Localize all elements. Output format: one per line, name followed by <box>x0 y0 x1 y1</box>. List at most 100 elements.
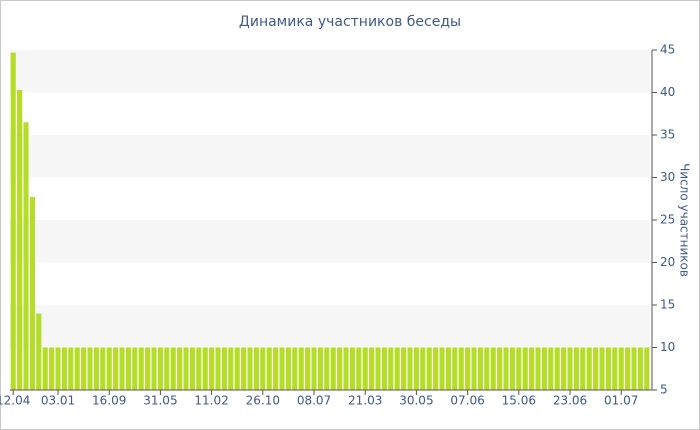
bar <box>561 347 567 390</box>
x-tick-label: 15.06 <box>502 394 536 408</box>
bar <box>298 347 304 390</box>
bar <box>554 347 560 390</box>
grid-band <box>10 50 650 93</box>
bar <box>279 347 285 390</box>
y-tick-label: 5 <box>660 383 668 397</box>
y-axis-label: Число участников <box>678 163 692 277</box>
bar <box>260 347 266 390</box>
bar <box>433 347 439 390</box>
bar <box>266 347 272 390</box>
bar <box>317 347 323 390</box>
bar <box>215 347 221 390</box>
bar <box>87 347 93 390</box>
bar <box>106 347 112 390</box>
y-tick-label: 45 <box>660 43 675 57</box>
bar <box>324 347 330 390</box>
bar <box>74 347 80 390</box>
x-tick-label: 21.03 <box>348 394 382 408</box>
bar <box>42 347 48 390</box>
bar <box>337 347 343 390</box>
bar <box>170 347 176 390</box>
bar <box>61 347 67 390</box>
bar <box>196 347 202 390</box>
bar <box>631 347 637 390</box>
bar <box>522 347 528 390</box>
bar <box>151 347 157 390</box>
bar <box>343 347 349 390</box>
bar <box>356 347 362 390</box>
bar <box>439 347 445 390</box>
bar <box>49 347 55 390</box>
bar <box>349 347 355 390</box>
bar <box>362 347 368 390</box>
bar <box>375 347 381 390</box>
bar <box>593 347 599 390</box>
bar <box>381 347 387 390</box>
y-tick-label: 35 <box>660 128 675 142</box>
bar <box>100 347 106 390</box>
y-tick-label: 10 <box>660 340 675 354</box>
bar <box>55 347 61 390</box>
bar <box>183 347 189 390</box>
x-tick-label: 03.01 <box>41 394 75 408</box>
bar <box>221 347 227 390</box>
bar <box>369 347 375 390</box>
x-tick-label: 16.09 <box>92 394 126 408</box>
y-tick-label: 40 <box>660 85 675 99</box>
bar <box>10 52 16 391</box>
y-tick-label: 15 <box>660 298 675 312</box>
bar <box>138 347 144 390</box>
bar <box>330 347 336 390</box>
bar <box>125 347 131 390</box>
grid-band <box>10 220 650 263</box>
bar <box>145 347 151 390</box>
bar <box>503 347 509 390</box>
bar <box>516 347 522 390</box>
x-tick-label: 26.10 <box>246 394 280 408</box>
bar <box>529 347 535 390</box>
bar <box>420 347 426 390</box>
bar <box>285 347 291 390</box>
bar <box>509 347 515 390</box>
bar <box>157 347 163 390</box>
x-tick-label: 01.07 <box>604 394 638 408</box>
bar <box>452 347 458 390</box>
x-tick-label: 30.05 <box>399 394 433 408</box>
bar <box>637 347 643 390</box>
bar <box>599 347 605 390</box>
bar <box>311 347 317 390</box>
bar <box>241 347 247 390</box>
bar <box>580 347 586 390</box>
bar <box>209 347 215 390</box>
bar <box>618 347 624 390</box>
grid-band <box>10 135 650 178</box>
bar <box>477 347 483 390</box>
bar <box>132 347 138 390</box>
bar <box>68 347 74 390</box>
x-tick-label: 07.06 <box>450 394 484 408</box>
bar <box>625 347 631 390</box>
chart-title: Динамика участников беседы <box>239 14 461 30</box>
bar <box>93 347 99 390</box>
bar <box>573 347 579 390</box>
x-tick-label: 11.02 <box>194 394 228 408</box>
bar <box>426 347 432 390</box>
bar <box>305 347 311 390</box>
y-tick-label: 30 <box>660 170 675 184</box>
grid-band <box>10 305 650 348</box>
x-tick-label: 12.04 <box>0 394 30 408</box>
bar <box>401 347 407 390</box>
bar <box>567 347 573 390</box>
x-tick-label: 23.06 <box>553 394 587 408</box>
bar <box>247 347 253 390</box>
bar <box>497 347 503 390</box>
bar <box>407 347 413 390</box>
bar <box>292 347 298 390</box>
y-tick-label: 20 <box>660 255 675 269</box>
bar <box>253 347 259 390</box>
bar <box>465 347 471 390</box>
x-tick-label: 08.07 <box>297 394 331 408</box>
bar <box>113 347 119 390</box>
bar <box>644 347 650 390</box>
